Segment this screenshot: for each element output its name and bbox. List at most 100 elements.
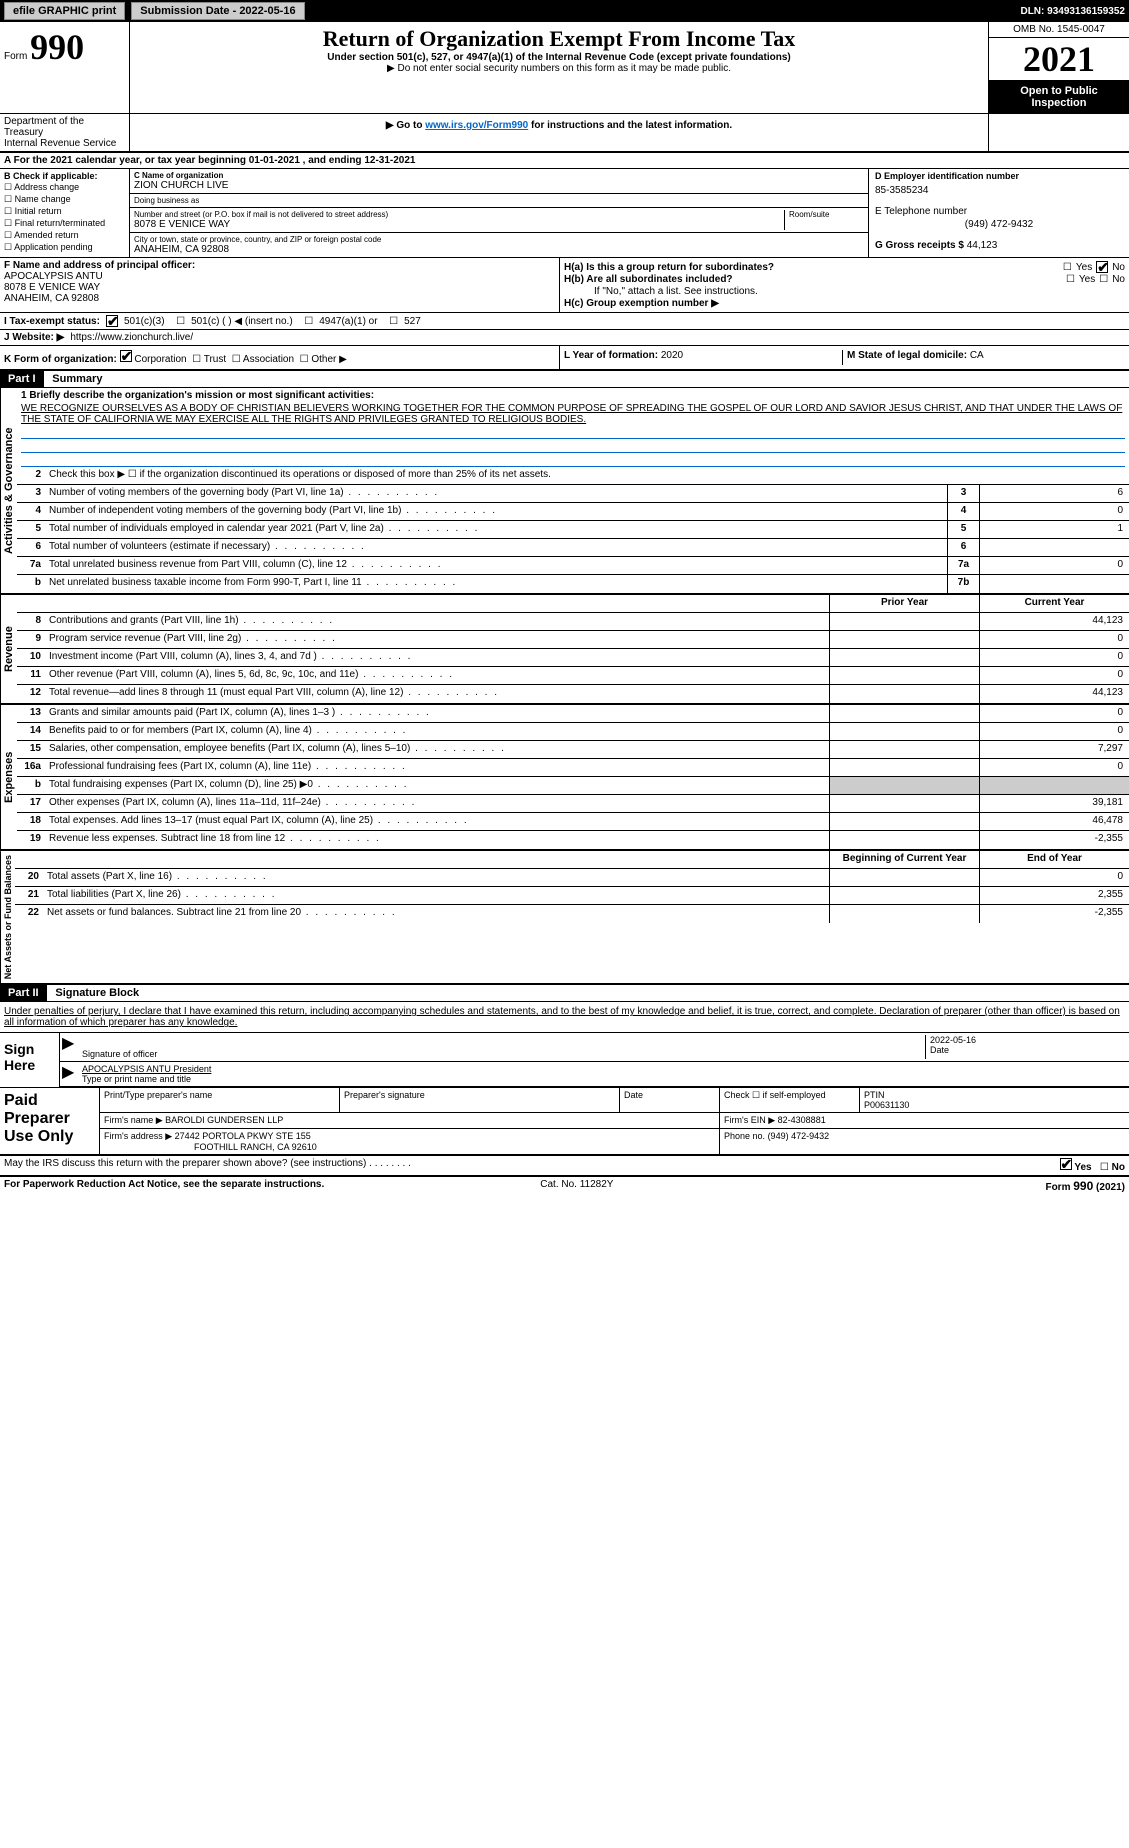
i-label: I Tax-exempt status: (4, 316, 100, 327)
part2-badge: Part II (0, 985, 47, 1001)
fh-row: F Name and address of principal officer:… (0, 258, 1129, 313)
prep-name-label: Print/Type preparer's name (100, 1088, 340, 1112)
table-row: 12Total revenue—add lines 8 through 11 (… (17, 685, 1129, 703)
year-cell: OMB No. 1545-0047 2021 Open to Public In… (989, 22, 1129, 113)
table-row: 7aTotal unrelated business revenue from … (17, 557, 1129, 575)
part1-title: Summary (46, 371, 108, 387)
f-label: F Name and address of principal officer: (4, 260, 555, 271)
website-value: https://www.zionchurch.live/ (70, 332, 193, 343)
form-footer: Form 990 (2021) (1045, 1179, 1125, 1193)
b-label: B Check if applicable: (4, 171, 125, 181)
note-ssn: ▶ Do not enter social security numbers o… (138, 63, 980, 74)
gross-receipts: G Gross receipts $ 44,123 (875, 240, 1123, 251)
part1-header: Part I Summary (0, 371, 1129, 388)
ha-no-checkbox[interactable] (1096, 261, 1108, 273)
net-assets-section: Net Assets or Fund Balances Beginning of… (0, 851, 1129, 985)
k-cell: K Form of organization: Corporation ☐ Tr… (0, 346, 560, 369)
footer-row: For Paperwork Reduction Act Notice, see … (0, 1177, 1129, 1195)
subtitle: Under section 501(c), 527, or 4947(a)(1)… (138, 52, 980, 63)
begin-year-hdr: Beginning of Current Year (829, 851, 979, 868)
table-row: 18Total expenses. Add lines 13–17 (must … (17, 813, 1129, 831)
city-label: City or town, state or province, country… (134, 235, 864, 244)
table-row: 10Investment income (Part VIII, column (… (17, 649, 1129, 667)
c-name-label: C Name of organization (134, 171, 864, 180)
discuss-row: May the IRS discuss this return with the… (0, 1156, 1129, 1177)
table-row: 14Benefits paid to or for members (Part … (17, 723, 1129, 741)
mission-text: WE RECOGNIZE OURSELVES AS A BODY OF CHRI… (17, 403, 1129, 467)
hb-label: H(b) Are all subordinates included? (564, 274, 733, 285)
table-row: 9Program service revenue (Part VIII, lin… (17, 631, 1129, 649)
phone-value: (949) 472-9432 (875, 219, 1123, 230)
j-row: J Website: ▶ https://www.zionchurch.live… (0, 330, 1129, 346)
dba-label: Doing business as (134, 196, 864, 205)
sig-date-label: Date (930, 1045, 1125, 1055)
open-to-public: Open to Public Inspection (989, 81, 1129, 113)
discuss-yes-checkbox[interactable] (1060, 1158, 1072, 1170)
tax-year: 2021 (989, 38, 1129, 81)
ein-value: 85-3585234 (875, 185, 1123, 196)
table-row: bTotal fundraising expenses (Part IX, co… (17, 777, 1129, 795)
firm-ein: 82-4308881 (778, 1115, 826, 1125)
firm-addr2: FOOTHILL RANCH, CA 92610 (104, 1142, 317, 1152)
prior-year-hdr: Prior Year (829, 595, 979, 612)
dept-treasury: Department of the Treasury Internal Reve… (0, 114, 130, 151)
submission-date-button[interactable]: Submission Date - 2022-05-16 (131, 2, 304, 20)
table-row: 20Total assets (Part X, line 16)0 (15, 869, 1129, 887)
sign-here-row: Sign Here ▶ Signature of officer 2022-05… (0, 1032, 1129, 1088)
cb-corporation[interactable] (120, 350, 132, 362)
form-number: 990 (30, 27, 84, 67)
table-row: 3Number of voting members of the governi… (17, 485, 1129, 503)
line-a: A For the 2021 calendar year, or tax yea… (0, 153, 1129, 169)
table-row: 13Grants and similar amounts paid (Part … (17, 705, 1129, 723)
cb-address-change[interactable]: ☐ Address change (4, 182, 125, 193)
end-year-hdr: End of Year (979, 851, 1129, 868)
j-label: J Website: ▶ (4, 332, 64, 343)
firm-addr1: 27442 PORTOLA PKWY STE 155 (175, 1131, 311, 1141)
room-label: Room/suite (789, 210, 864, 219)
form-label: Form (4, 51, 27, 62)
ptin-value: P00631130 (864, 1100, 909, 1110)
irs-link[interactable]: www.irs.gov/Form990 (425, 120, 528, 131)
cb-name-change[interactable]: ☐ Name change (4, 194, 125, 205)
cb-app-pending[interactable]: ☐ Application pending (4, 242, 125, 253)
cat-number: Cat. No. 11282Y (540, 1179, 613, 1193)
h-cell: H(a) Is this a group return for subordin… (560, 258, 1129, 312)
table-row: 21Total liabilities (Part X, line 26)2,3… (15, 887, 1129, 905)
b-checkboxes: B Check if applicable: ☐ Address change … (0, 169, 130, 257)
cb-initial-return[interactable]: ☐ Initial return (4, 206, 125, 217)
type-name-label: Type or print name and title (82, 1074, 1125, 1084)
part2-title: Signature Block (49, 985, 145, 1001)
cb-501c3[interactable] (106, 315, 118, 327)
form-number-cell: Form 990 (0, 22, 130, 113)
hc-label: H(c) Group exemption number ▶ (564, 298, 719, 309)
expenses-section: Expenses 13Grants and similar amounts pa… (0, 705, 1129, 851)
discuss-label: May the IRS discuss this return with the… (4, 1158, 411, 1173)
paid-preparer-label: Paid Preparer Use Only (0, 1088, 100, 1154)
hb-note: If "No," attach a list. See instructions… (594, 286, 758, 297)
sig-date-value: 2022-05-16 (930, 1035, 1125, 1045)
table-row: 4Number of independent voting members of… (17, 503, 1129, 521)
ag-vert-label: Activities & Governance (0, 388, 17, 593)
revenue-section: Revenue Prior Year Current Year 8Contrib… (0, 595, 1129, 705)
cb-amended[interactable]: ☐ Amended return (4, 230, 125, 241)
exp-vert-label: Expenses (0, 705, 17, 849)
table-row: 6Total number of volunteers (estimate if… (17, 539, 1129, 557)
table-row: 22Net assets or fund balances. Subtract … (15, 905, 1129, 923)
table-row: 11Other revenue (Part VIII, column (A), … (17, 667, 1129, 685)
officer-addr1: 8078 E VENICE WAY (4, 282, 555, 293)
arrow-icon: ▶ (62, 1062, 74, 1082)
officer-printed-name: APOCALYPSIS ANTU President (82, 1064, 1125, 1074)
phone-label: E Telephone number (875, 206, 1123, 217)
sign-here-label: Sign Here (0, 1033, 60, 1087)
table-row: 17Other expenses (Part IX, column (A), l… (17, 795, 1129, 813)
cb-final-return[interactable]: ☐ Final return/terminated (4, 218, 125, 229)
table-row: 19Revenue less expenses. Subtract line 1… (17, 831, 1129, 849)
efile-label: efile GRAPHIC print (4, 2, 125, 20)
addr-label: Number and street (or P.O. box if mail i… (134, 210, 784, 219)
part2-header: Part II Signature Block (0, 985, 1129, 1002)
pra-notice: For Paperwork Reduction Act Notice, see … (4, 1179, 324, 1193)
officer-addr2: ANAHEIM, CA 92808 (4, 293, 555, 304)
table-row: bNet unrelated business taxable income f… (17, 575, 1129, 593)
title-cell: Return of Organization Exempt From Incom… (130, 22, 989, 113)
current-year-hdr: Current Year (979, 595, 1129, 612)
